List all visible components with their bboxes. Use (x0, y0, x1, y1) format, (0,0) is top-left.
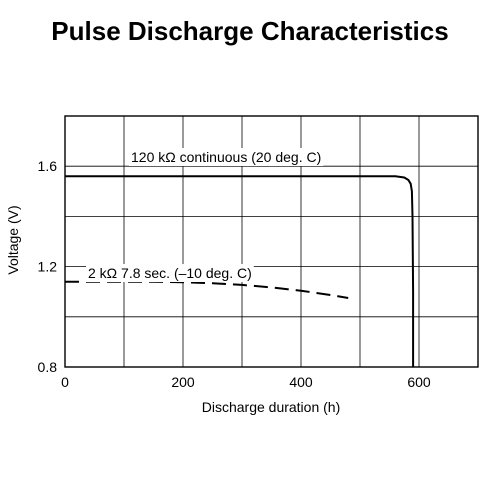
y-tick-label: 1.2 (38, 259, 58, 275)
chart-title: Pulse Discharge Characteristics (51, 16, 449, 46)
y-tick-label: 0.8 (38, 359, 58, 375)
x-tick-label: 0 (61, 374, 69, 390)
plot-frame-group (64, 115, 479, 368)
annotation-2k: 2 kΩ 7.8 sec. (–10 deg. C) (88, 265, 252, 281)
x-tick-label: 200 (171, 374, 195, 390)
y-tick-label: 1.6 (38, 158, 58, 174)
series-line-120k-continuous (65, 175, 415, 367)
y-axis-label: Voltage (V) (5, 205, 21, 274)
annotation-120k: 120 kΩ continuous (20 deg. C) (131, 149, 321, 165)
tick-labels: 0 200 400 600 0.8 1.2 1.6 (38, 158, 431, 390)
annotation-background (86, 264, 254, 282)
series-line-2k-pulse (65, 280, 349, 299)
x-tick-label: 400 (289, 374, 313, 390)
annotation-background (129, 148, 324, 166)
x-tick-label: 600 (407, 374, 431, 390)
plot-frame (64, 115, 479, 368)
x-axis-label: Discharge duration (h) (202, 399, 341, 415)
